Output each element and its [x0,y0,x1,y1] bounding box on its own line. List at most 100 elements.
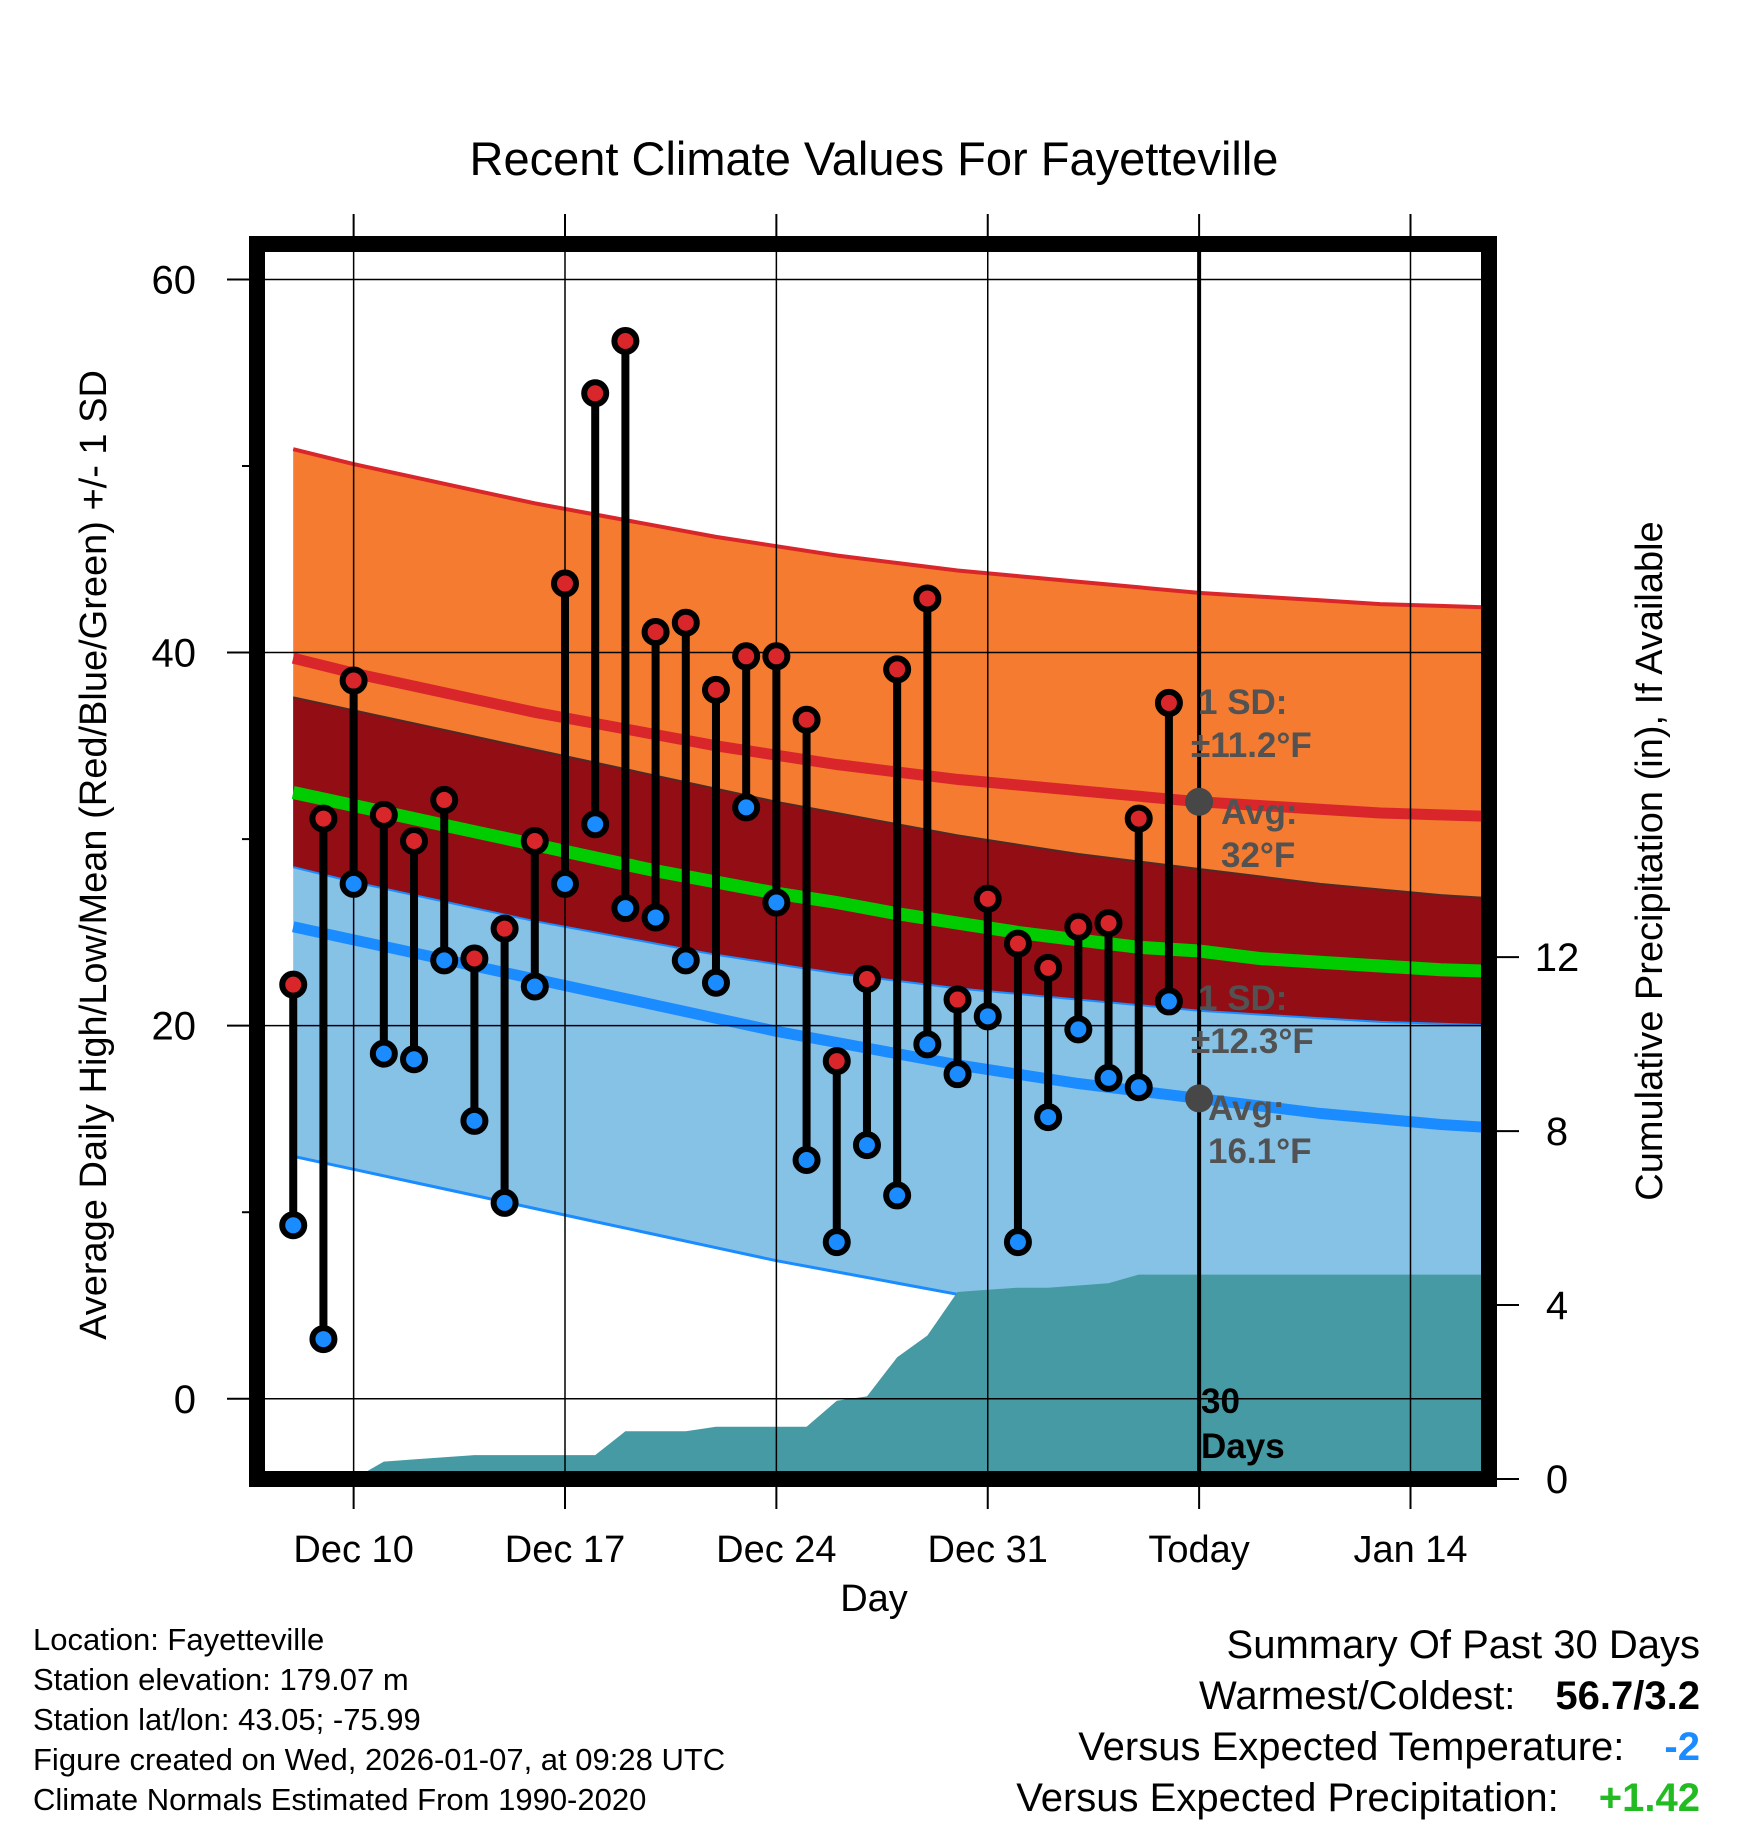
daily-high-point [792,705,821,734]
daily-low-point [490,1188,519,1217]
daily-high-point [943,985,972,1014]
temperature-label: Versus Expected Temperature: [1078,1725,1625,1769]
low-sd-label: 1 SD: [1198,979,1287,1018]
high-avg-label: Avg: [1221,793,1297,832]
daily-high-point [581,379,610,408]
daily-low-point [460,1106,489,1135]
x-tick-label: Dec 17 [505,1529,625,1571]
daily-high-point [400,826,429,855]
high-avg-today-marker [1185,787,1214,816]
created-text: Figure created on Wed, 2026-01-07, at 09… [33,1742,726,1777]
daily-low-point [279,1211,308,1240]
y-axis-label: Average Daily High/Low/Mean (Red/Blue/Gr… [73,370,115,1340]
daily-high-point [973,884,1002,913]
y2-tick-label: 0 [1546,1458,1568,1502]
daily-low-point [1124,1073,1153,1102]
summary-warmest-coldest: Warmest/Coldest: 56.7/3.2 [1016,1671,1700,1722]
low-avg-today-marker [1185,1084,1214,1113]
daily-high-point [1124,804,1153,833]
elevation-text: Station elevation: 179.07 m [33,1662,409,1697]
daily-high-point [883,655,912,684]
y2-axis-label: Cumulative Precipitation (in), If Availa… [1629,521,1671,1200]
daily-high-point [309,804,338,833]
precipitation-area [364,1274,1483,1473]
daily-low-point [400,1045,429,1074]
daily-high-point [611,327,640,356]
x-axis-label: Day [840,1578,908,1620]
high-sd-value: ±11.2°F [1191,726,1312,765]
daily-high-point [279,970,308,999]
daily-high-point [1154,688,1183,717]
daily-high-point [490,914,519,943]
precipitation-label: Versus Expected Precipitation: [1016,1776,1559,1820]
location-text: Location: Fayetteville [33,1622,325,1657]
low-sd-value: ±12.3°F [1191,1022,1314,1061]
daily-low-point [671,946,700,975]
low-avg-value: 16.1°F [1208,1132,1312,1171]
station-info: Location: Fayetteville Station elevation… [33,1620,725,1820]
y-tick-label: 60 [152,258,197,302]
plot-frame [249,236,1497,1487]
low-avg-label: Avg: [1208,1089,1284,1128]
daily-high-point [520,826,549,855]
daily-low-point [943,1060,972,1089]
daily-low-point [852,1131,881,1160]
daily-low-point [1064,1015,1093,1044]
daily-low-point [701,968,730,997]
temperature-value: -2 [1664,1725,1700,1769]
x-tick-label: Today [1148,1529,1249,1571]
summary-precipitation: Versus Expected Precipitation: +1.42 [1016,1773,1700,1824]
axes: 0 20 40 60 0 4 8 12 Dec 10 Dec 17 Dec 24 Dec 31 Toda… [152,214,1580,1571]
daily-low-point [732,793,761,822]
daily-high-point [822,1047,851,1076]
high-sd-label: 1 SD: [1198,683,1287,722]
daily-high-point [852,965,881,994]
daily-high-point [762,642,791,671]
daily-low-point [913,1030,942,1059]
x-tick-label: Dec 31 [928,1529,1048,1571]
daily-low-point [822,1228,851,1257]
daily-low-point [973,1002,1002,1031]
daily-low-point [339,869,368,898]
daily-high-point [369,800,398,829]
y2-tick-label: 12 [1535,936,1580,980]
daily-high-point [732,642,761,671]
daily-high-point [913,584,942,613]
daily-low-point [1003,1228,1032,1257]
summary-temperature: Versus Expected Temperature: -2 [1016,1722,1700,1773]
daily-low-point [1154,987,1183,1016]
summary-title: Summary Of Past 30 Days [1226,1623,1700,1667]
daily-low-point [883,1181,912,1210]
daily-high-point [339,666,368,695]
daily-low-point [430,946,459,975]
daily-low-point [792,1145,821,1174]
overlap-band [293,697,1483,1026]
y2-tick-label: 4 [1546,1284,1568,1328]
climate-chart: Recent Climate Values For Fayetteville 1… [73,132,1671,1620]
summary-panel: Summary Of Past 30 Days Warmest/Coldest:… [1016,1620,1700,1824]
daily-high-point [1034,953,1063,982]
daily-low-point [551,869,579,898]
daily-low-point [1094,1063,1123,1092]
warmest-coldest-value: 56.7/3.2 [1555,1674,1700,1718]
x-tick-label: Jan 14 [1353,1529,1467,1571]
precipitation-value: +1.42 [1598,1776,1700,1820]
daily-high-point [671,608,700,637]
plot-area [291,447,1483,1473]
normals-text: Climate Normals Estimated From 1990-2020 [33,1782,647,1817]
daily-low-point [520,972,549,1001]
daily-low-point [369,1039,398,1068]
y-tick-label: 20 [152,1005,197,1049]
daily-high-point [1003,929,1032,958]
daily-low-point [581,810,610,839]
daily-high-point [1064,912,1093,941]
high-sd-upper-line [292,447,1483,610]
warmest-coldest-label: Warmest/Coldest: [1199,1674,1516,1718]
daily-high-point [641,618,670,647]
daily-high-point [460,944,489,973]
days-count-label: 30 [1201,1382,1240,1421]
latlon-text: Station lat/lon: 43.05; -75.99 [33,1702,421,1737]
x-tick-label: Dec 10 [293,1529,413,1571]
daily-low-point [641,903,670,932]
overlay: 1 SD: ±11.2°F Avg: 32°F 1 SD: ±12.3°F Avg: 16.1… [257,244,1489,1479]
